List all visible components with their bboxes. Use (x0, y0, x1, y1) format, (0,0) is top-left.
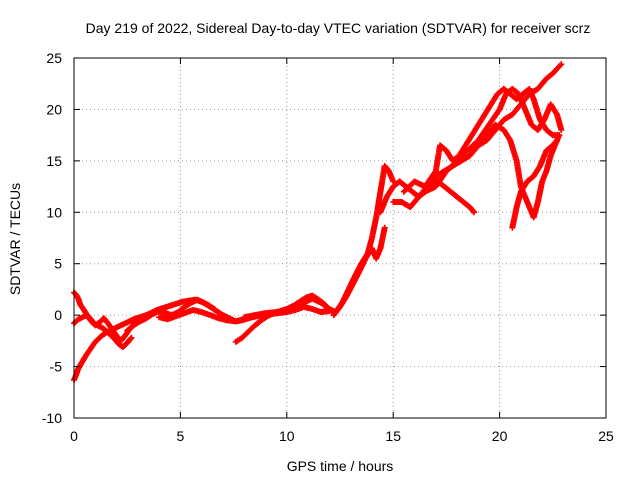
satellite-track-12 (422, 85, 565, 195)
data-series (71, 61, 565, 383)
y-tick-label: -10 (42, 410, 62, 426)
satellite-track-8 (330, 224, 388, 319)
y-tick-label: -5 (50, 359, 63, 375)
y-tick-label: 10 (46, 204, 62, 220)
data-point-marker (128, 334, 135, 341)
data-point-marker (556, 132, 563, 139)
x-tick-label: 10 (279, 428, 295, 444)
y-axis-label: SDTVAR / TECUs (7, 183, 23, 295)
axis-ticks: 0 5 10 15 20 25 -10 -5 0 5 10 15 20 25 (42, 50, 614, 444)
data-point-marker (558, 127, 565, 133)
x-tick-label: 0 (70, 428, 78, 444)
x-tick-label: 5 (177, 428, 185, 444)
x-axis-label: GPS time / hours (287, 458, 394, 474)
x-tick-label: 15 (385, 428, 401, 444)
data-point-marker (390, 178, 397, 185)
data-point-marker (553, 138, 560, 145)
y-tick-label: 20 (46, 101, 62, 117)
chart-title: Day 219 of 2022, Sidereal Day-to-day VTE… (86, 20, 591, 36)
satellite-track-13 (475, 121, 563, 221)
y-tick-label: 0 (54, 307, 62, 323)
x-tick-label: 25 (598, 428, 614, 444)
data-point-marker (470, 208, 477, 215)
y-tick-label: 25 (46, 50, 62, 66)
x-tick-label: 20 (492, 428, 508, 444)
data-point-marker (554, 137, 561, 144)
y-tick-label: 15 (46, 153, 62, 169)
satellite-track-14 (509, 137, 561, 231)
y-tick-label: 5 (54, 256, 62, 272)
data-point-marker (381, 224, 388, 231)
data-point-marker (127, 335, 134, 342)
plot-frame (73, 57, 607, 419)
data-point-marker (557, 62, 564, 69)
data-point-marker (558, 61, 565, 68)
data-point-marker (471, 209, 478, 216)
